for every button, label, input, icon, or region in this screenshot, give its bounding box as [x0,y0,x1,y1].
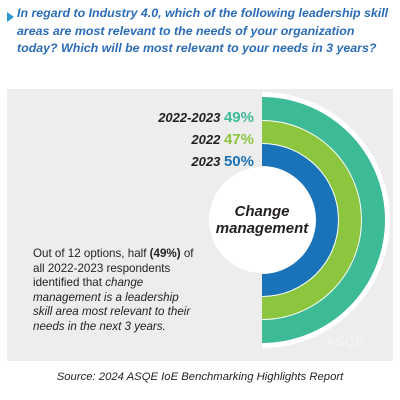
description-highlight: (49%) [149,247,181,260]
question-text: In regard to Industry 4.0, which of the … [17,6,389,55]
arc-group [262,92,390,348]
legend-row-2023: 2023 50% [190,153,254,170]
legend: 2022-2023 49%2022 47%2023 50% [157,109,254,170]
legend-row-2022-2023: 2022-2023 49% [157,109,254,126]
center-label-line2: management [216,220,310,237]
question-header: In regard to Industry 4.0, which of the … [0,0,400,78]
description-part2: of all 2022-2023 respondents identified … [33,247,194,289]
description-part1: Out of 12 options, half [33,247,150,260]
center-label-line1: Change [234,203,289,220]
legend-row-2022: 2022 47% [190,131,254,148]
legend-name: 2023 [190,154,224,169]
arrow-icon [7,12,14,22]
legend-name: 2022 [190,132,224,147]
legend-value: 47% [224,131,254,148]
center-circle [209,167,315,273]
legend-name: 2022-2023 [157,110,224,125]
watermark-logo: ASQE [326,335,365,349]
description-italic: change management is a leadership skill … [33,276,191,333]
arc-2022-2023 [262,97,385,343]
legend-value: 50% [224,153,254,170]
description-text: Out of 12 options, half (49%) of all 202… [33,247,195,334]
source-note: Source: 2024 ASQE IoE Benchmarking Highl… [56,371,344,383]
arc-2022 [262,121,361,319]
arc-2023 [262,144,338,296]
legend-value: 49% [224,109,254,126]
